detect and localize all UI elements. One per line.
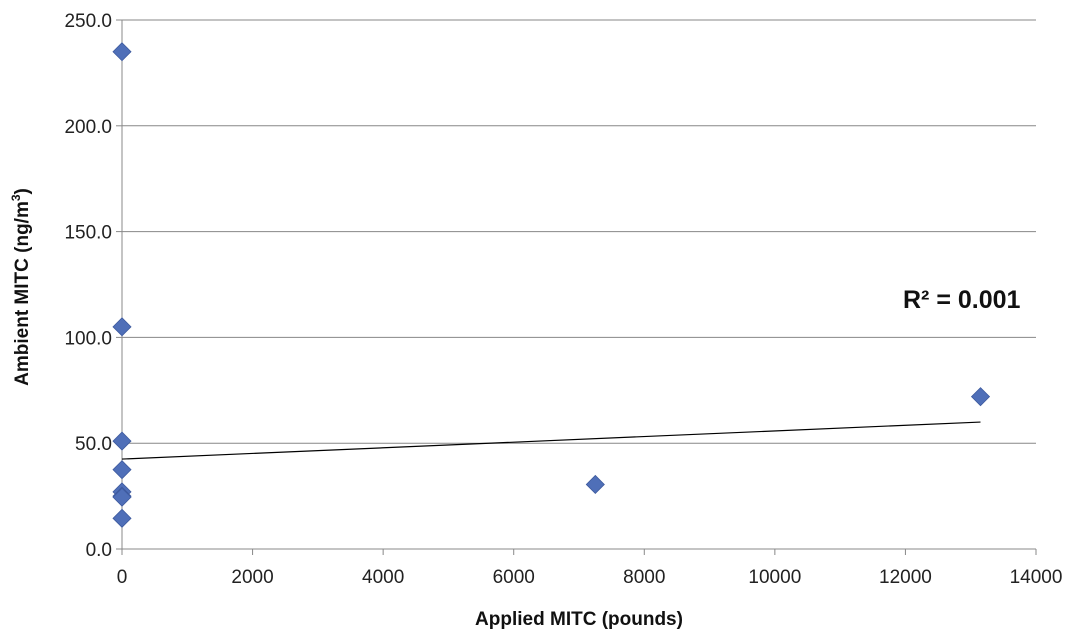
y-tick-label: 150.0 bbox=[64, 223, 112, 244]
axes bbox=[116, 19, 1037, 555]
y-tick-label: 200.0 bbox=[64, 117, 112, 138]
trendline-group bbox=[121, 421, 981, 460]
y-tick-label: 100.0 bbox=[64, 328, 112, 349]
y-axis-title-main: Ambient MITC (ng/m bbox=[12, 201, 33, 386]
data-point-diamond bbox=[112, 317, 132, 337]
y-tick-label: 250.0 bbox=[64, 11, 112, 32]
y-axis-title: Ambient MITC (ng/m3) bbox=[9, 188, 33, 386]
x-axis-title: Applied MITC (pounds) bbox=[475, 609, 683, 630]
data-point-diamond bbox=[585, 474, 605, 495]
y-tick-label: 0.0 bbox=[86, 540, 112, 561]
gridlines bbox=[122, 19, 1036, 444]
data-point-diamond bbox=[112, 508, 132, 528]
x-tick-labels: 0 2000 4000 6000 8000 10000 12000 14000 bbox=[117, 567, 1063, 588]
y-tick-label: 50.0 bbox=[75, 434, 112, 455]
data-points bbox=[112, 42, 991, 528]
data-point-diamond bbox=[112, 487, 132, 507]
x-tick-label: 14000 bbox=[1010, 567, 1063, 588]
x-tick-label: 12000 bbox=[879, 567, 932, 588]
data-point-diamond bbox=[970, 387, 991, 407]
x-tick-label: 6000 bbox=[493, 567, 535, 588]
x-tick-label: 8000 bbox=[623, 567, 665, 588]
trendline bbox=[121, 421, 981, 460]
x-tick-label: 10000 bbox=[748, 567, 801, 588]
x-tick-label: 2000 bbox=[231, 567, 273, 588]
x-tick-label: 4000 bbox=[362, 567, 404, 588]
data-point-diamond bbox=[112, 42, 132, 62]
r-squared-annotation: R² = 0.001 bbox=[903, 286, 1021, 314]
data-point-diamond bbox=[112, 460, 132, 480]
y-axis-title-superscript: 3 bbox=[9, 194, 23, 201]
x-tick-label: 0 bbox=[117, 567, 128, 588]
y-tick-labels: 0.0 50.0 100.0 150.0 200.0 250.0 bbox=[64, 11, 112, 561]
y-axis-title-end: ) bbox=[12, 188, 33, 194]
data-point-diamond bbox=[112, 431, 132, 451]
